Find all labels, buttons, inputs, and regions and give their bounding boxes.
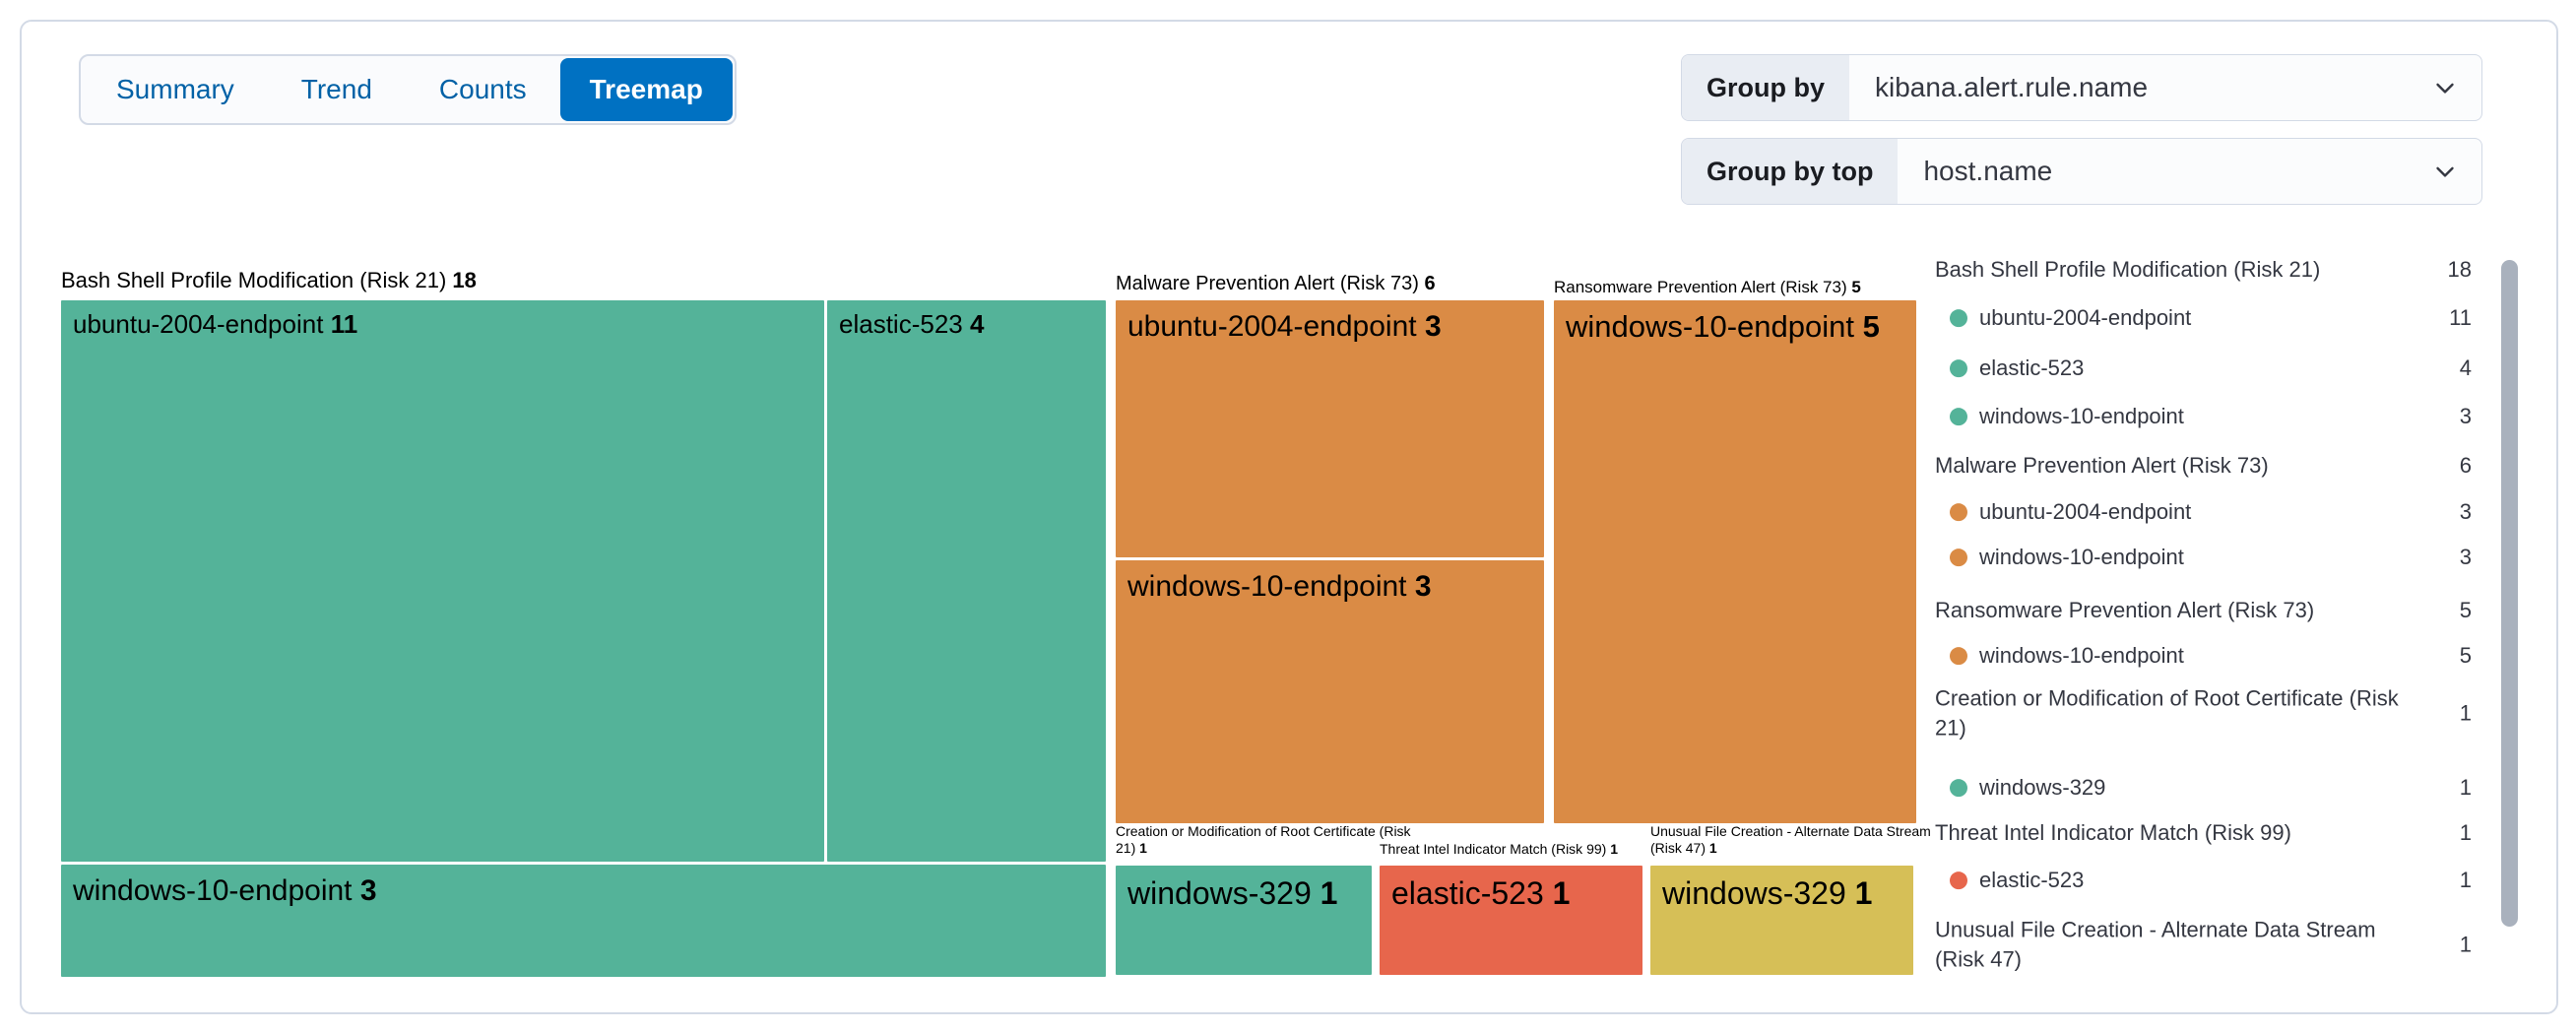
- legend-item-value: 1: [2459, 868, 2472, 893]
- legend-group-item[interactable]: Malware Prevention Alert (Risk 73) 6: [1935, 451, 2472, 481]
- tab-group: Summary Trend Counts Treemap: [79, 54, 737, 125]
- legend-item-label: Malware Prevention Alert (Risk 73): [1935, 453, 2269, 479]
- tab-treemap[interactable]: Treemap: [559, 58, 733, 121]
- chevron-down-icon: [2430, 139, 2481, 204]
- legend-item[interactable]: elastic-523 4: [1935, 354, 2472, 383]
- legend-color-dot: [1950, 871, 1967, 889]
- legend-item-label: windows-10-endpoint: [1979, 643, 2184, 669]
- treemap-chart: Bash Shell Profile Modification (Risk 21…: [22, 22, 1952, 1012]
- legend-item-label: ubuntu-2004-endpoint: [1979, 305, 2192, 331]
- treemap-cell[interactable]: ubuntu-2004-endpoint 3: [1116, 300, 1544, 557]
- group-by-value: kibana.alert.rule.name: [1875, 72, 2149, 102]
- treemap-cell[interactable]: elastic-523 1: [1380, 866, 1642, 975]
- treemap-group-header: Bash Shell Profile Modification (Risk 21…: [61, 268, 477, 292]
- legend-item-value: 1: [2459, 932, 2472, 957]
- legend-item-value: 3: [2459, 545, 2472, 570]
- group-by-top-select[interactable]: Group by top host.name: [1681, 138, 2482, 205]
- alerts-panel: Summary Trend Counts Treemap Group by kiban…: [20, 20, 2558, 1014]
- legend-item-value: 5: [2459, 598, 2472, 623]
- treemap-group-header: Malware Prevention Alert (Risk 73) 6: [1116, 273, 1436, 294]
- legend-item-label: Creation or Modification of Root Certifi…: [1935, 685, 2399, 740]
- chevron-down-icon: [2430, 55, 2481, 120]
- treemap-cell[interactable]: ubuntu-2004-endpoint 11: [61, 300, 824, 862]
- legend-item[interactable]: ubuntu-2004-endpoint 3: [1935, 497, 2472, 527]
- legend-item-label: windows-10-endpoint: [1979, 545, 2184, 570]
- legend-color-dot: [1950, 359, 1967, 377]
- legend-item-value: 5: [2459, 643, 2472, 669]
- group-by-label: Group by: [1682, 55, 1849, 120]
- legend-item[interactable]: windows-10-endpoint 5: [1935, 641, 2472, 671]
- legend-item-label: ubuntu-2004-endpoint: [1979, 499, 2192, 525]
- tab-summary[interactable]: Summary: [83, 58, 268, 121]
- legend-group-item[interactable]: Unusual File Creation - Alternate Data S…: [1935, 915, 2472, 973]
- legend-color-dot: [1950, 779, 1967, 797]
- legend-color-dot: [1950, 647, 1967, 665]
- legend-item[interactable]: windows-10-endpoint 3: [1935, 543, 2472, 572]
- legend-item-label: elastic-523: [1979, 355, 2085, 381]
- legend-scrollbar-thumb[interactable]: [2501, 260, 2518, 927]
- group-by-select[interactable]: Group by kibana.alert.rule.name: [1681, 54, 2482, 121]
- legend-item-value: 3: [2459, 404, 2472, 429]
- tab-counts[interactable]: Counts: [406, 58, 560, 121]
- treemap-cell[interactable]: windows-10-endpoint 5: [1554, 300, 1916, 823]
- treemap-group-header: Ransomware Prevention Alert (Risk 73) 5: [1554, 278, 1861, 296]
- legend-group-item[interactable]: Ransomware Prevention Alert (Risk 73) 5: [1935, 596, 2472, 625]
- legend-item-label: elastic-523: [1979, 868, 2085, 893]
- legend-item-value: 18: [2447, 257, 2472, 283]
- legend-item-value: 1: [2459, 775, 2472, 801]
- group-by-top-label: Group by top: [1682, 139, 1899, 204]
- legend-item[interactable]: ubuntu-2004-endpoint 11: [1935, 303, 2472, 333]
- legend-item-value: 1: [2459, 820, 2472, 846]
- tab-trend[interactable]: Trend: [268, 58, 406, 121]
- legend-item[interactable]: windows-329 1: [1935, 773, 2472, 803]
- legend-color-dot: [1950, 548, 1967, 566]
- legend-item[interactable]: elastic-523 1: [1935, 866, 2472, 895]
- treemap-cell[interactable]: windows-10-endpoint 3: [61, 865, 1106, 977]
- treemap-group-header: Creation or Modification of Root Certifi…: [1116, 823, 1411, 857]
- legend-item-value: 6: [2459, 453, 2472, 479]
- treemap-cell[interactable]: windows-10-endpoint 3: [1116, 560, 1544, 823]
- group-by-top-value: host.name: [1923, 156, 2053, 186]
- legend-group-item[interactable]: Creation or Modification of Root Certifi…: [1935, 683, 2472, 742]
- legend-item-value: 11: [2449, 305, 2472, 331]
- legend-group-item[interactable]: Threat Intel Indicator Match (Risk 99) 1: [1935, 818, 2472, 848]
- legend-group-item[interactable]: Bash Shell Profile Modification (Risk 21…: [1935, 255, 2472, 285]
- treemap-group-header: Unusual File Creation - Alternate Data S…: [1650, 823, 1931, 857]
- legend-item-value: 3: [2459, 499, 2472, 525]
- legend-item-value: 1: [2459, 700, 2472, 726]
- legend-item-label: Unusual File Creation - Alternate Data S…: [1935, 917, 2376, 971]
- chart-legend: Bash Shell Profile Modification (Risk 21…: [1935, 22, 2472, 1012]
- legend-item-label: windows-10-endpoint: [1979, 404, 2184, 429]
- legend-item-label: Threat Intel Indicator Match (Risk 99): [1935, 820, 2291, 846]
- legend-color-dot: [1950, 503, 1967, 521]
- legend-item-label: windows-329: [1979, 775, 2106, 801]
- treemap-cell[interactable]: elastic-523 4: [827, 300, 1106, 862]
- legend-color-dot: [1950, 309, 1967, 327]
- legend-color-dot: [1950, 408, 1967, 425]
- treemap-group-header: Threat Intel Indicator Match (Risk 99) 1: [1380, 841, 1618, 857]
- treemap-cell[interactable]: windows-329 1: [1116, 866, 1372, 975]
- treemap-cell[interactable]: windows-329 1: [1650, 866, 1913, 975]
- legend-item[interactable]: windows-10-endpoint 3: [1935, 402, 2472, 431]
- legend-item-label: Ransomware Prevention Alert (Risk 73): [1935, 598, 2315, 623]
- legend-item-label: Bash Shell Profile Modification (Risk 21…: [1935, 257, 2321, 283]
- legend-item-value: 4: [2459, 355, 2472, 381]
